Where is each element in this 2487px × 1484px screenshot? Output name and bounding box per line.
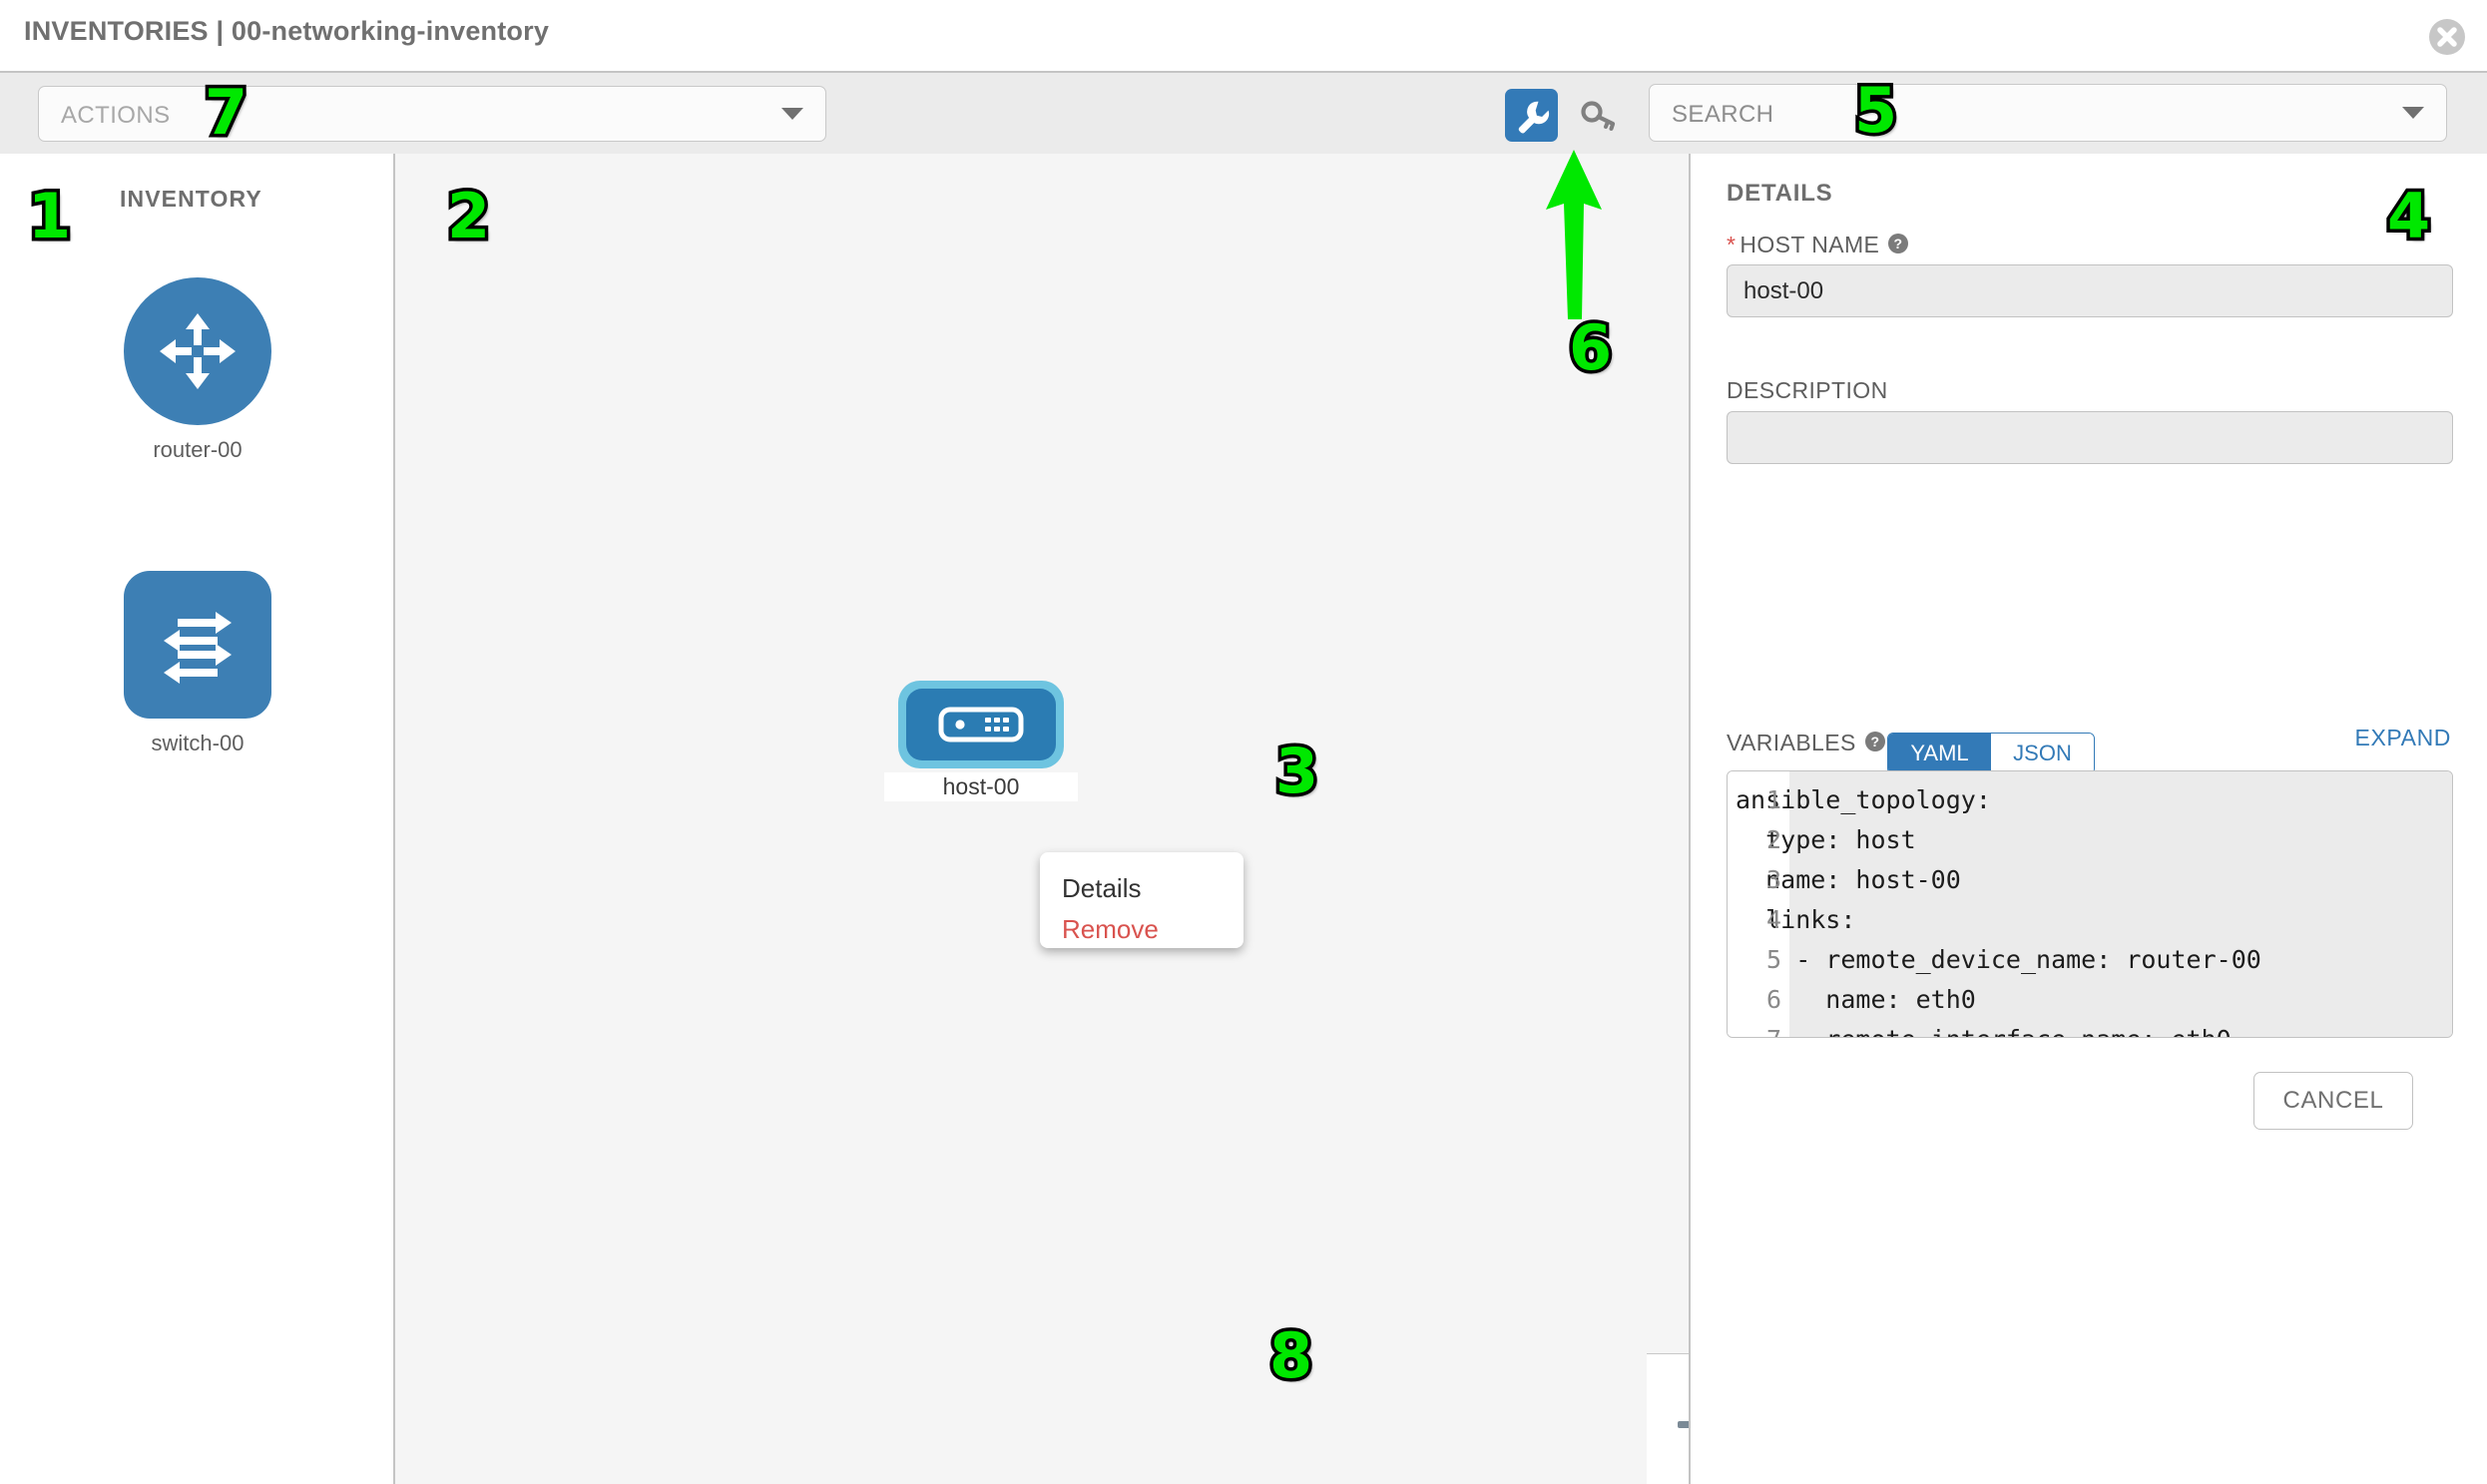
cancel-button[interactable]: CANCEL <box>2253 1072 2413 1130</box>
zoom-slider-row <box>1675 1406 1689 1444</box>
svg-text:?: ? <box>1870 734 1879 749</box>
help-circle-icon[interactable]: ? <box>1887 233 1909 260</box>
chevron-down-icon[interactable] <box>2402 107 2424 119</box>
switch-icon <box>124 571 271 719</box>
sidebar-title: INVENTORY <box>120 186 262 212</box>
topology-canvas[interactable]: host-00 Details Remove 120% <box>395 154 1691 1484</box>
editor-line: 1 ansible_topology: <box>1728 780 2452 820</box>
editor-gutter <box>1728 771 1789 1037</box>
tab-json[interactable]: JSON <box>1991 734 2094 773</box>
help-circle-icon[interactable]: ? <box>1864 731 1886 758</box>
actions-dropdown-label: ACTIONS <box>61 102 171 129</box>
editor-line-number: 2 <box>1765 825 1781 854</box>
editor-line-number: 6 <box>1765 985 1781 1014</box>
minus-icon[interactable] <box>1675 1406 1689 1444</box>
actions-dropdown[interactable]: ACTIONS <box>38 86 826 142</box>
zoom-level-label: 120% <box>1647 1368 1689 1394</box>
editor-line-text: type: host <box>1736 825 1916 854</box>
host-name-field[interactable]: host-00 <box>1727 264 2453 317</box>
variables-label-text: VARIABLES <box>1727 730 1856 755</box>
inventory-sidebar: INVENTORY router-00 <box>0 154 395 1484</box>
router-icon <box>124 277 271 425</box>
editor-line-text: - remote_device_name: router-00 <box>1736 945 2261 974</box>
details-title: DETAILS <box>1727 180 1833 207</box>
page-title: INVENTORIES | 00-networking-inventory <box>24 16 550 46</box>
variables-label: VARIABLES? <box>1727 730 1886 758</box>
host-name-label: * HOST NAME? <box>1727 232 1909 260</box>
search-input[interactable]: SEARCH <box>1649 84 2447 142</box>
editor-line-number: 4 <box>1765 905 1781 934</box>
editor-lines: 1 ansible_topology: 2 type: host 3 name: ho… <box>1728 780 2452 1037</box>
sidebar-item-label: switch-00 <box>151 731 245 755</box>
chevron-down-icon <box>781 108 803 120</box>
svg-text:?: ? <box>1894 236 1903 251</box>
editor-line: 2 type: host <box>1728 820 2452 860</box>
sidebar-item-label: router-00 <box>153 437 243 462</box>
required-marker: * <box>1727 232 1737 257</box>
modal-body: INVENTORY router-00 <box>0 154 2487 1484</box>
zoom-control-panel: 120% <box>1647 1353 1689 1484</box>
canvas-node-label: host-00 <box>884 772 1078 801</box>
editor-line: 3 name: host-00 <box>1728 860 2452 900</box>
close-icon[interactable] <box>2429 19 2465 55</box>
editor-line-number: 1 <box>1765 785 1781 814</box>
editor-line-text: ansible_topology: <box>1736 785 1991 814</box>
host-name-label-text: HOST NAME <box>1740 232 1880 257</box>
editor-line-text: remote_interface_name: eth0 <box>1736 1025 2231 1037</box>
key-icon[interactable] <box>1575 93 1621 139</box>
host-server-icon <box>906 689 1056 760</box>
expand-link[interactable]: EXPAND <box>2354 725 2451 750</box>
editor-line-number: 7 <box>1728 1020 1781 1037</box>
description-field[interactable] <box>1727 411 2453 464</box>
description-label: DESCRIPTION <box>1727 377 1888 403</box>
sidebar-item-switch-00[interactable]: switch-00 <box>98 571 297 756</box>
editor-line: 4 links: <box>1728 900 2452 940</box>
editor-line-text: name: eth0 <box>1736 985 1976 1014</box>
context-menu-item-details[interactable]: Details <box>1062 873 1142 903</box>
canvas-node-host-00[interactable] <box>898 681 1064 768</box>
editor-line: 7 remote_interface_name: eth0 <box>1728 1020 2452 1037</box>
variables-editor[interactable]: 1 ansible_topology: 2 type: host 3 name: ho… <box>1727 770 2453 1038</box>
editor-line-text: name: host-00 <box>1736 865 1961 894</box>
wrench-icon[interactable] <box>1505 89 1558 142</box>
editor-line-number: 3 <box>1765 865 1781 894</box>
details-panel: DETAILS * HOST NAME? host-00 DESCRIPTION … <box>1691 154 2487 1484</box>
variables-format-toggle: YAML JSON <box>1887 733 2095 774</box>
editor-line-number: 5 <box>1765 945 1781 974</box>
sidebar-item-router-00[interactable]: router-00 <box>98 277 297 463</box>
editor-code-area <box>1789 771 2452 1037</box>
search-placeholder: SEARCH <box>1672 101 1774 128</box>
node-context-menu: Details Remove <box>1040 852 1244 948</box>
tab-yaml[interactable]: YAML <box>1888 734 1991 773</box>
editor-line: 6 name: eth0 <box>1728 980 2452 1020</box>
editor-line-text: links: <box>1736 905 1856 934</box>
context-menu-item-remove[interactable]: Remove <box>1062 914 1159 944</box>
editor-line: 5 - remote_device_name: router-00 <box>1728 940 2452 980</box>
modal-header: INVENTORIES | 00-networking-inventory <box>0 0 2487 71</box>
